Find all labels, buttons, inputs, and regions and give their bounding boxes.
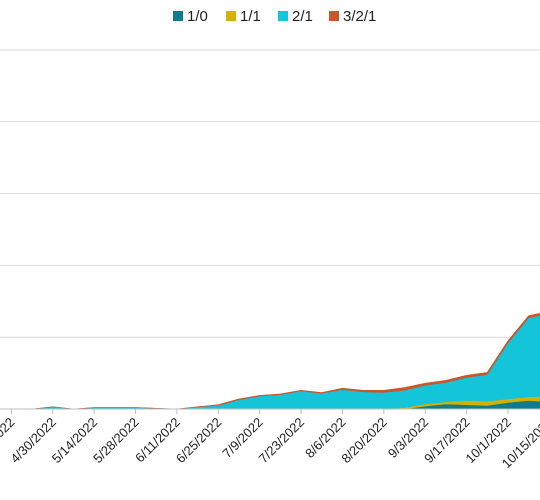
legend-label: 3/2/1 (343, 8, 376, 25)
x-axis: 4/2/20224/16/20224/30/20225/14/20225/28/… (0, 408, 540, 471)
legend-label: 1/0 (187, 8, 208, 25)
x-tick-label: 5/28/2022 (90, 415, 142, 467)
legend-swatch (226, 11, 236, 21)
legend-swatch (173, 11, 183, 21)
legend-label: 1/1 (240, 8, 261, 25)
series-areas (0, 313, 540, 410)
legend-swatch (278, 11, 288, 21)
legend-label: 2/1 (292, 8, 313, 25)
x-tick-label: 8/20/2022 (338, 415, 390, 467)
gridlines (0, 49, 540, 410)
legend: 1/0 1/1 2/1 3/2/1 (173, 8, 376, 25)
legend-swatch (329, 11, 339, 21)
x-tick-label: 6/25/2022 (173, 415, 225, 467)
series-area-2-1 (0, 315, 540, 410)
x-tick-label: 7/23/2022 (256, 415, 308, 467)
